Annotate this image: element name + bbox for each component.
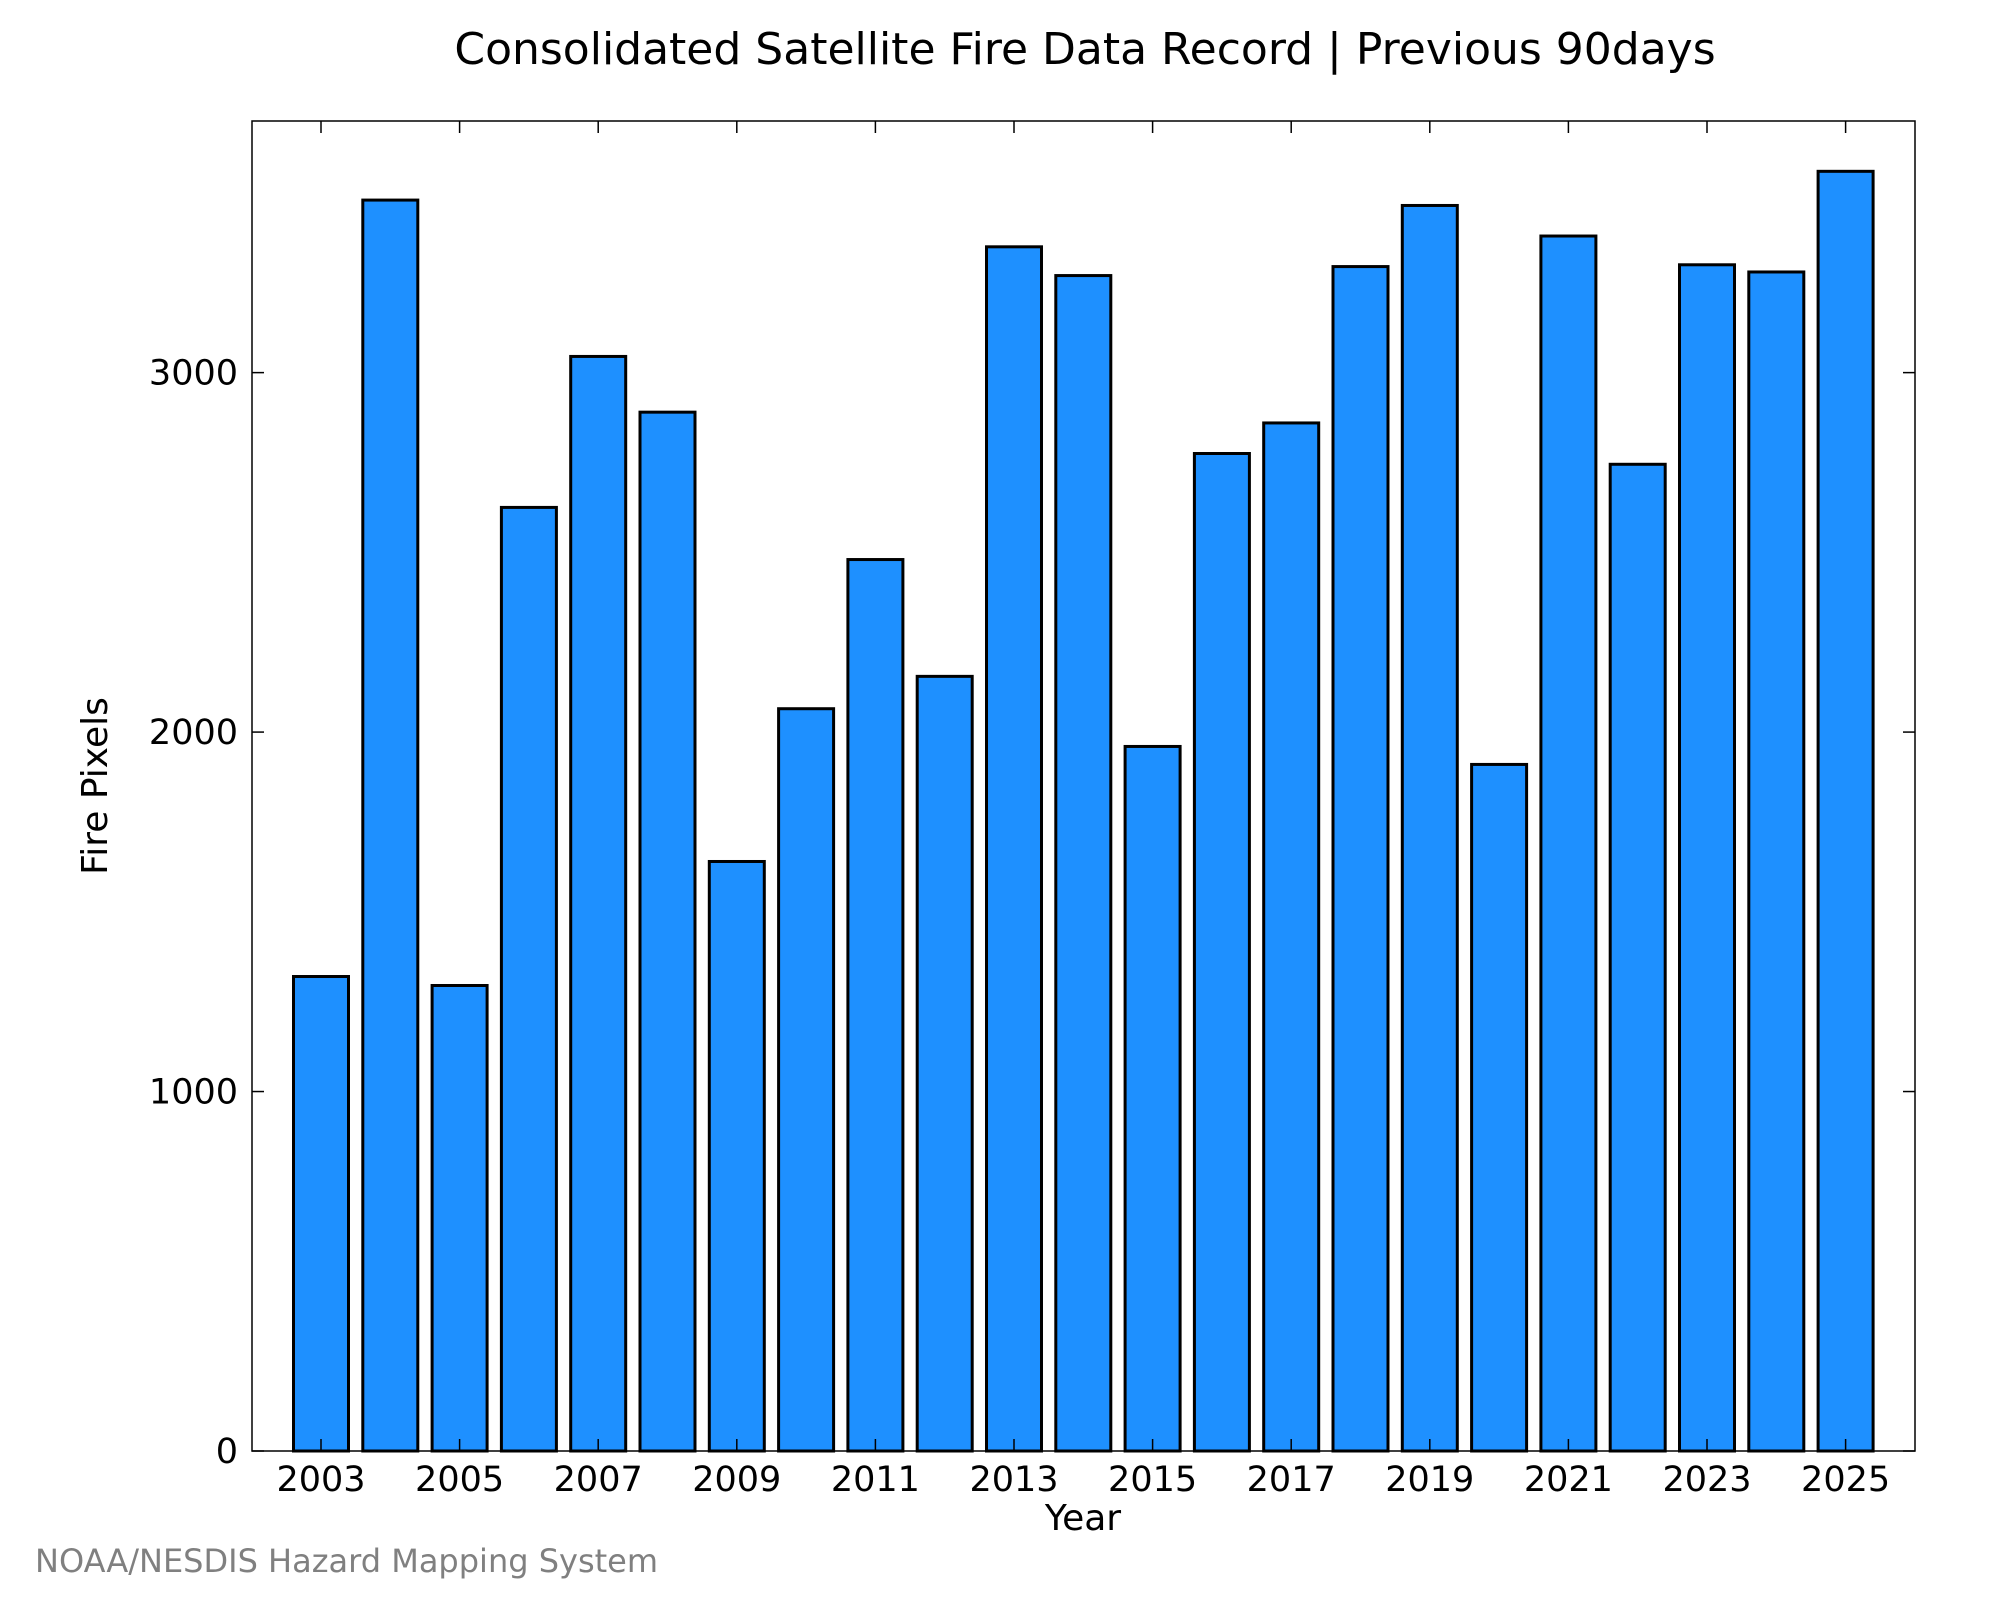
chart-title: Consolidated Satellite Fire Data Record … [454,24,1715,75]
bars-group [292,169,1875,1453]
plot-frame [251,120,1916,1452]
x-tick-label-2017: 2017 [1247,1460,1336,1500]
bar-2003 [292,975,350,1453]
bar-2025 [1816,169,1875,1453]
y-tick-label-1000: 1000 [149,1073,238,1113]
bar-2022 [1608,462,1667,1453]
bar-2013 [985,245,1043,1453]
x-tick-label-2019: 2019 [1385,1460,1474,1500]
bar-2010 [777,707,836,1453]
y-tick-label-2000: 2000 [149,713,238,753]
bar-2017 [1262,421,1321,1453]
y-tick-label-0: 0 [216,1432,238,1472]
x-tick-label-2015: 2015 [1108,1460,1197,1500]
bar-2023 [1678,263,1736,1453]
bar-2024 [1747,270,1806,1453]
x-tick-label-2021: 2021 [1524,1460,1613,1500]
x-tick-label-2013: 2013 [969,1460,1058,1500]
x-tick-label-2023: 2023 [1662,1460,1751,1500]
x-axis-ticks: 2003 2005 2007 2009 2011 2013 2015 2017 2019 2021… [276,121,1890,1500]
bar-2004 [361,198,420,1453]
x-tick-label-2003: 2003 [276,1460,365,1500]
x-tick-label-2025: 2025 [1801,1460,1890,1500]
bar-2020 [1470,762,1529,1453]
x-axis-label: Year [1044,1498,1121,1539]
x-tick-label-2005: 2005 [415,1460,504,1500]
bar-2006 [499,505,558,1453]
bar-2007 [569,354,628,1453]
x-tick-label-2007: 2007 [554,1460,643,1500]
bar-2012 [915,674,974,1453]
source-credit: NOAA/NESDIS Hazard Mapping System [35,1542,658,1580]
y-axis-label: Fire Pixels [75,697,116,875]
x-tick-label-2009: 2009 [692,1460,781,1500]
bar-2009 [707,859,766,1453]
y-axis-ticks: 0 1000 2000 3000 [149,354,1915,1472]
bar-2008 [638,410,697,1453]
bar-2005 [430,984,489,1453]
bar-2018 [1331,265,1390,1453]
bar-2011 [846,558,905,1453]
y-tick-label-3000: 3000 [149,354,238,394]
bar-2019 [1400,203,1459,1453]
bar-2016 [1192,452,1251,1453]
bar-2014 [1054,274,1113,1453]
bar-2015 [1123,744,1182,1453]
x-tick-label-2011: 2011 [831,1460,920,1500]
bar-2021 [1539,234,1598,1453]
